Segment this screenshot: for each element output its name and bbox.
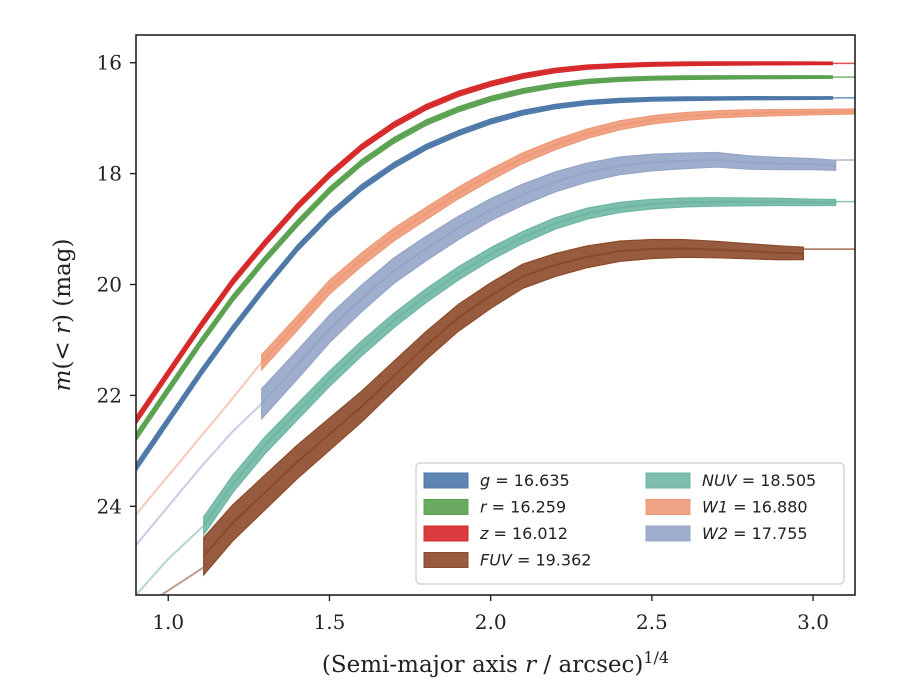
series-w2-line (260, 158, 836, 405)
plot-frame (135, 34, 856, 596)
y-tick-label: 24 (97, 494, 122, 518)
plot-area-series (136, 61, 855, 595)
legend-label-fuv: FUV = 19.362 (480, 551, 591, 570)
x-axis: 1.0 1.5 2.0 2.5 3.0 (152, 595, 829, 634)
legend-swatch-nuv (645, 472, 691, 489)
series-g-band (136, 95, 834, 473)
series-nuv (136, 197, 855, 595)
x-axis-label: (Semi-major axis r / arcsec)1/4 (322, 648, 669, 679)
legend-swatch-w1 (645, 499, 691, 515)
series-z (136, 61, 855, 426)
series-nuv-band (203, 197, 837, 537)
series-g-line (136, 96, 833, 469)
legend-label-g: g = 16.635 (480, 471, 570, 490)
y-tick-label: 22 (97, 383, 122, 407)
series-r (136, 75, 855, 442)
x-tick-label: 3.0 (797, 610, 829, 634)
series-w1-band (261, 108, 855, 372)
legend-label-z: z = 16.012 (479, 524, 568, 543)
legend-swatch-fuv (423, 552, 469, 568)
y-tick-label: 16 (97, 51, 122, 75)
x-tick-label: 2.5 (636, 610, 668, 634)
series-w1 (136, 108, 855, 516)
y-axis: 16 18 20 22 24 (97, 51, 136, 518)
legend-swatch-z (423, 525, 469, 542)
series-w2-extrapolation (136, 402, 263, 546)
series-z-band (136, 61, 834, 426)
x-tick-label: 1.5 (314, 610, 346, 634)
legend-swatch-r (423, 499, 469, 515)
series-fuv-extrapolation (159, 566, 205, 595)
legend-swatch-g (423, 472, 469, 489)
series-g (136, 95, 855, 473)
series-w1-line (260, 110, 855, 363)
series-fuv-line (202, 247, 804, 557)
series-z-line (136, 62, 833, 421)
y-axis-label: m(< r) (mag) (50, 239, 76, 392)
legend-label-nuv: NUV = 18.505 (702, 471, 816, 490)
legend: g = 16.635 r = 16.259 z = 16.012 FUV = 19.3… (415, 462, 845, 585)
legend-label-w2: W2 = 17.755 (702, 524, 808, 543)
y-tick-label: 20 (97, 273, 122, 297)
x-tick-label: 1.0 (152, 610, 184, 634)
legend-label-r: r = 16.259 (480, 498, 566, 517)
series-r-band (136, 75, 834, 442)
series-fuv-band (203, 238, 805, 577)
y-tick-label: 18 (97, 162, 122, 186)
legend-box (415, 462, 845, 585)
legend-swatch-w2 (645, 525, 691, 542)
series-r-line (136, 76, 833, 438)
x-tick-label: 2.0 (475, 610, 507, 634)
series-w2 (136, 151, 855, 546)
series-nuv-extrapolation (136, 524, 205, 595)
series-fuv (159, 238, 855, 595)
legend-label-w1: W1 = 16.880 (702, 498, 808, 517)
series-nuv-line (202, 200, 836, 527)
series-w1-extrapolation (136, 361, 263, 516)
